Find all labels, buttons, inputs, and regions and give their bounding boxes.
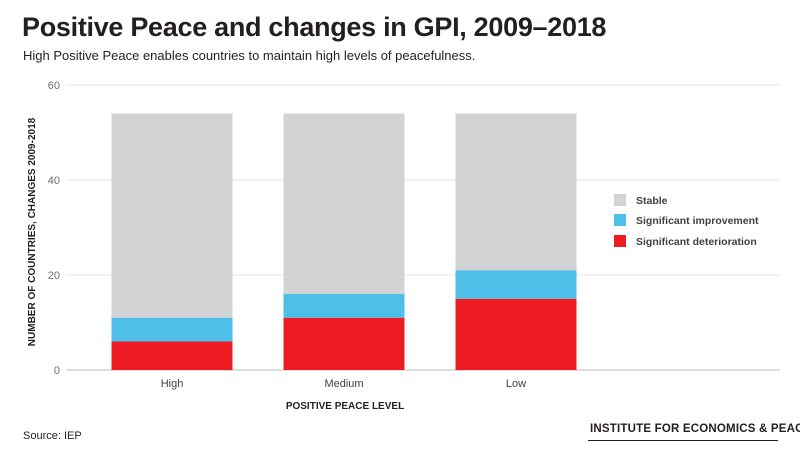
organization-underline bbox=[588, 440, 778, 441]
bar-segment-high-significant-deterioration bbox=[111, 341, 233, 370]
x-axis-title: POSITIVE PEACE LEVEL bbox=[286, 401, 404, 412]
source-note: Source: IEP bbox=[23, 430, 82, 442]
chart-subtitle: High Positive Peace enables countries to… bbox=[23, 48, 476, 63]
bar-segment-low-significant-improvement bbox=[455, 270, 577, 299]
x-tick-label: Low bbox=[506, 378, 526, 390]
bar-segment-low-stable bbox=[455, 113, 577, 271]
y-tick-label: 60 bbox=[48, 80, 60, 92]
legend-label-stable: Stable bbox=[636, 195, 668, 207]
legend-swatch-significant-improvement bbox=[614, 214, 626, 226]
y-tick-label: 40 bbox=[48, 175, 60, 187]
bar-segment-medium-stable bbox=[283, 113, 405, 294]
chart-title: Positive Peace and changes in GPI, 2009–… bbox=[22, 12, 607, 42]
legend-swatch-significant-deterioration bbox=[614, 235, 626, 247]
legend-label-significant-improvement: Significant improvement bbox=[636, 215, 759, 227]
organization-logo-text: INSTITUTE FOR ECONOMICS & PEACE bbox=[590, 423, 800, 435]
bar-segment-medium-significant-deterioration bbox=[283, 317, 405, 370]
bar-segment-medium-significant-improvement bbox=[283, 294, 405, 318]
y-tick-label: 0 bbox=[54, 365, 60, 377]
y-axis-title: NUMBER OF COUNTRIES, CHANGES 2009-2018 bbox=[27, 117, 38, 346]
x-tick-label: Medium bbox=[324, 378, 363, 390]
bar-segment-low-significant-deterioration bbox=[455, 298, 577, 370]
bar-segment-high-significant-improvement bbox=[111, 317, 233, 342]
bar-segment-high-stable bbox=[111, 113, 233, 318]
legend-label-significant-deterioration: Significant deterioration bbox=[636, 236, 757, 248]
x-tick-label: High bbox=[161, 378, 184, 390]
y-tick-label: 20 bbox=[48, 270, 60, 282]
legend-swatch-stable bbox=[614, 194, 626, 206]
